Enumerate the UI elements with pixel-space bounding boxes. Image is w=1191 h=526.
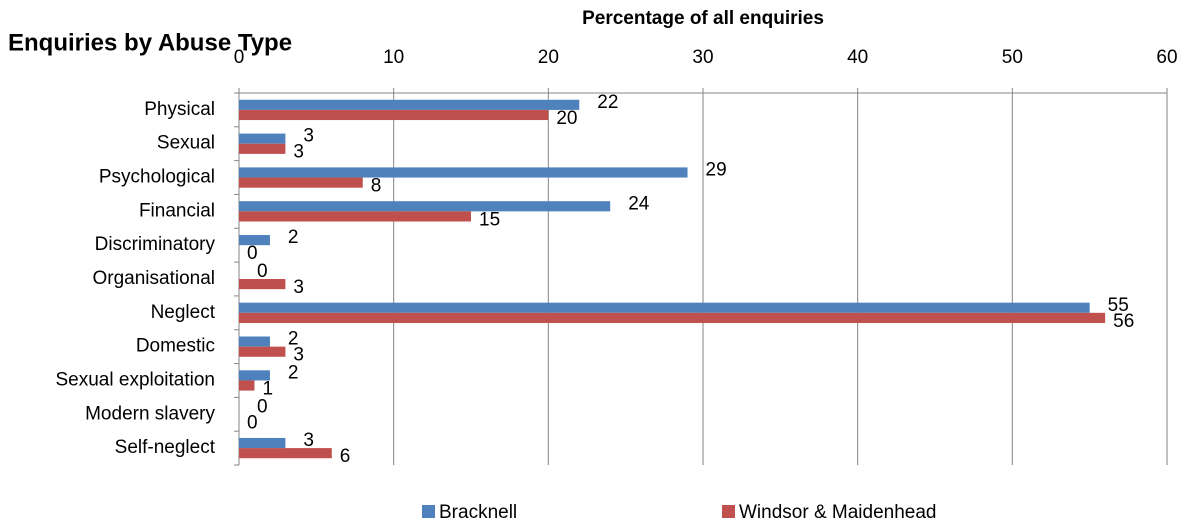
y-tick-label: Domestic — [136, 336, 215, 357]
legend-label: Windsor & Maidenhead — [739, 502, 937, 523]
data-label: 24 — [628, 193, 650, 214]
legend-swatch — [422, 505, 435, 518]
data-label: 55 — [1108, 295, 1129, 316]
data-label: 1 — [262, 378, 273, 399]
data-label: 2 — [288, 227, 299, 248]
y-tick-label: Physical — [144, 99, 215, 120]
x-tick-label: 10 — [383, 47, 404, 68]
data-label: 3 — [303, 430, 314, 451]
bar — [239, 177, 363, 188]
bar — [239, 133, 286, 144]
data-label: 6 — [340, 446, 351, 467]
y-tick-label: Discriminatory — [95, 234, 216, 255]
y-tick-label: Psychological — [99, 167, 215, 188]
legend-swatch — [722, 505, 735, 518]
data-label: 2 — [288, 362, 299, 383]
y-tick-label: Sexual — [157, 133, 215, 154]
y-tick-label: Self-neglect — [115, 437, 216, 458]
x-tick-label: 20 — [538, 47, 559, 68]
bar — [239, 336, 270, 347]
bar — [239, 201, 611, 212]
data-label: 0 — [247, 412, 258, 433]
y-tick-label: Neglect — [151, 302, 216, 323]
bar — [239, 370, 270, 381]
bar — [239, 211, 471, 222]
x-tick-label: 60 — [1156, 47, 1177, 68]
bar — [239, 302, 1090, 313]
bar — [239, 143, 286, 154]
x-tick-label: 50 — [1002, 47, 1023, 68]
x-tick-label: 0 — [234, 47, 245, 68]
legend-label: Bracknell — [439, 502, 517, 523]
bar — [239, 235, 270, 246]
bar — [239, 167, 688, 178]
x-tick-label: 30 — [692, 47, 713, 68]
data-label: 8 — [371, 176, 382, 197]
bar — [239, 279, 286, 290]
data-label: 22 — [597, 92, 618, 113]
y-tick-label: Organisational — [92, 268, 215, 289]
bar — [239, 448, 332, 459]
data-label: 29 — [706, 160, 727, 181]
bar — [239, 109, 549, 121]
bar — [239, 380, 255, 391]
data-label: 3 — [303, 126, 314, 147]
bar — [239, 99, 580, 110]
bar — [239, 312, 1106, 323]
data-label: 20 — [556, 108, 577, 129]
bar — [239, 346, 286, 357]
bar — [239, 437, 286, 449]
data-label: 0 — [247, 243, 258, 264]
data-label: 56 — [1113, 311, 1134, 332]
data-label: 3 — [293, 142, 304, 163]
data-label: 3 — [293, 345, 304, 366]
data-label: 15 — [479, 209, 500, 230]
y-tick-label: Modern slavery — [85, 403, 215, 424]
data-label: 0 — [257, 396, 268, 417]
x-tick-label: 40 — [847, 47, 868, 68]
data-label: 0 — [257, 261, 268, 282]
chart-title: Enquiries by Abuse Type — [8, 29, 292, 56]
data-label: 2 — [288, 329, 299, 350]
y-tick-label: Financial — [139, 200, 215, 221]
data-label: 3 — [293, 277, 304, 298]
x-axis-title: Percentage of all enquiries — [582, 8, 824, 29]
y-tick-label: Sexual exploitation — [56, 369, 216, 390]
